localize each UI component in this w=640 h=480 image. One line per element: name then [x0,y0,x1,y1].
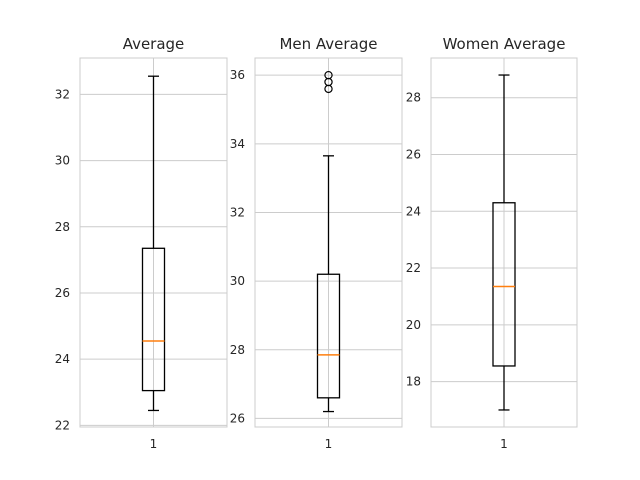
y-tick-label: 36 [230,68,245,82]
y-tick-label: 22 [55,418,70,432]
y-tick-label: 26 [230,411,245,425]
y-tick-label: 34 [230,137,245,151]
y-tick-label: 28 [55,220,70,234]
y-tick-label: 28 [406,91,421,105]
x-tick-label: 1 [500,437,508,451]
iqr-box [492,202,516,367]
y-tick-label: 20 [406,318,421,332]
y-tick-label: 24 [406,204,421,218]
subplot-2: 26 28 30 32 34 36 1 Men Average [230,35,403,451]
subplots: 22 24 26 28 30 32 1 Average 26 28 30 32 34 36 1 Men Ave… [55,35,578,451]
y-tick-label: 30 [230,274,245,288]
y-tick-label: 32 [230,205,245,219]
x-tick-label: 1 [325,437,333,451]
subplot-title: Women Average [443,35,566,53]
subplot-1: 22 24 26 28 30 32 1 Average [55,35,228,451]
y-tick-label: 22 [406,261,421,275]
outlier-point [324,70,333,80]
y-tick-label: 30 [55,154,70,168]
subplot-title: Average [123,35,185,53]
x-tick-label: 1 [150,437,158,451]
subplot-3: 18 20 22 24 26 28 1 Women Average [406,35,578,451]
subplot-title: Men Average [279,35,377,53]
y-tick-label: 18 [406,375,421,389]
y-tick-label: 26 [55,286,70,300]
iqr-box [316,273,341,399]
y-tick-label: 26 [406,148,421,162]
y-tick-label: 32 [55,87,70,101]
y-tick-label: 24 [55,352,70,366]
y-tick-label: 28 [230,343,245,357]
iqr-box [141,247,166,392]
